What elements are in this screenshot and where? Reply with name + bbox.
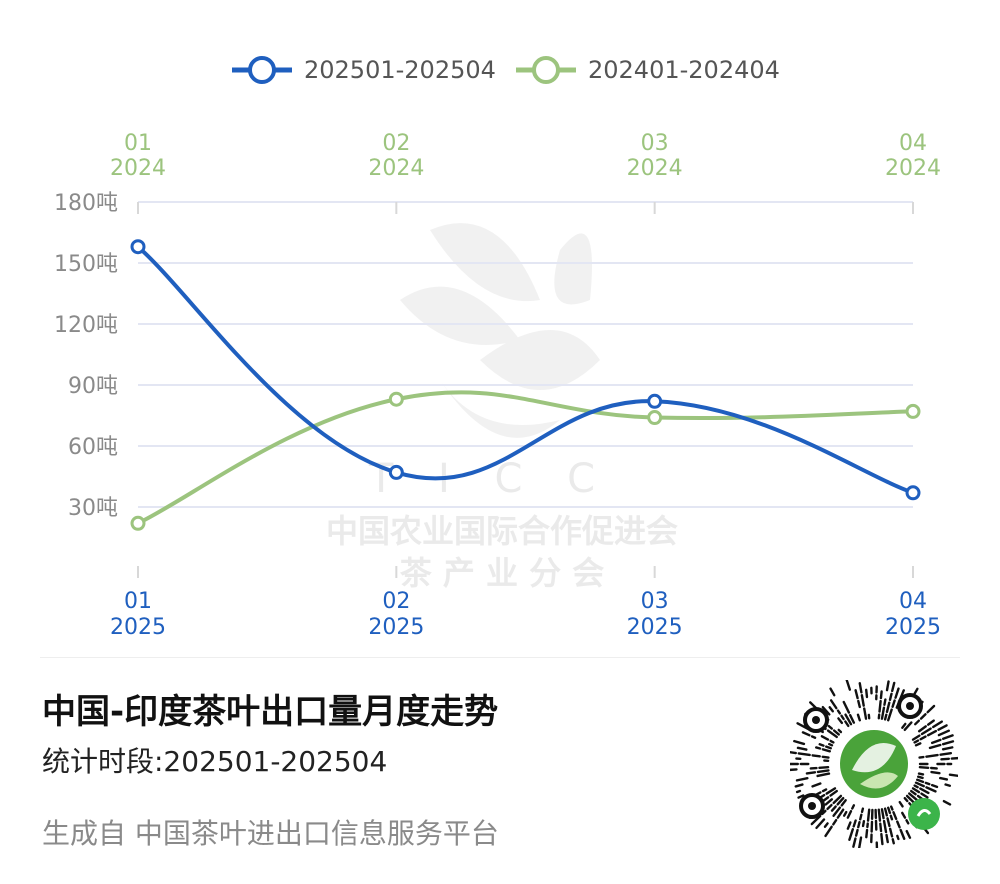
mini-program-qr-code-icon[interactable] — [790, 680, 958, 848]
tea-leaf-logo-icon — [400, 223, 600, 438]
legend: 202501-202504 202401-202404 — [232, 56, 780, 84]
x-bottom-tick-label: 2025 — [627, 615, 683, 640]
y-tick-label: 60吨 — [68, 435, 118, 460]
x-bottom-tick-label: 01 — [124, 589, 152, 614]
watermark-letters: T I C C — [368, 456, 611, 502]
x-top-tick-label: 03 — [641, 131, 669, 156]
x-bottom-tick-label: 2025 — [368, 615, 424, 640]
watermark-line1: 中国农业国际合作促进会 — [326, 512, 678, 550]
x-top-tick-label: 01 — [124, 131, 152, 156]
data-point[interactable] — [130, 515, 146, 531]
line-chart: T I C C 中国农业国际合作促进会 茶 产 业 分 会 202501-202… — [54, 56, 941, 640]
x-top-tick-label: 2024 — [627, 156, 683, 181]
y-tick-label: 90吨 — [68, 374, 118, 399]
x-top-tick-label: 2024 — [368, 156, 424, 181]
data-point[interactable] — [647, 393, 663, 409]
x-bottom-tick-label: 04 — [899, 589, 927, 614]
y-tick-label: 30吨 — [68, 496, 118, 521]
series-points — [130, 239, 921, 531]
series-line-0 — [136, 244, 915, 495]
data-point[interactable] — [388, 391, 404, 407]
tea-leaf-logo-icon — [840, 730, 908, 798]
x-bottom-tick-label: 2025 — [885, 615, 941, 640]
legend-item-2025[interactable]: 202501-202504 — [232, 56, 496, 84]
data-point[interactable] — [647, 410, 663, 426]
x-bottom-tick-label: 02 — [382, 589, 410, 614]
mini-program-badge-icon — [908, 798, 940, 830]
series-lines — [136, 244, 915, 526]
x-top-tick-label: 2024 — [885, 156, 941, 181]
footer-divider — [40, 657, 960, 658]
x-top-tick-label: 2024 — [110, 156, 166, 181]
x-bottom-tick-label: 2025 — [110, 615, 166, 640]
y-tick-label: 120吨 — [54, 313, 118, 338]
y-tick-label: 150吨 — [54, 252, 118, 277]
chart-title: 中国-印度茶叶出口量月度走势 — [42, 692, 499, 732]
legend-marker-2024 — [532, 56, 560, 84]
ticc-watermark: T I C C 中国农业国际合作促进会 茶 产 业 分 会 — [326, 223, 678, 592]
legend-label-2024: 202401-202404 — [588, 56, 780, 84]
data-point[interactable] — [388, 464, 404, 480]
x-bottom-tick-label: 03 — [641, 589, 669, 614]
legend-marker-2025 — [248, 56, 276, 84]
y-tick-label: 180吨 — [54, 191, 118, 216]
legend-item-2024[interactable]: 202401-202404 — [516, 56, 780, 84]
data-point[interactable] — [130, 239, 146, 255]
legend-label-2025: 202501-202504 — [304, 56, 496, 84]
data-point[interactable] — [905, 485, 921, 501]
data-point[interactable] — [905, 403, 921, 419]
x-top-tick-label: 04 — [899, 131, 927, 156]
statistics-period: 统计时段:202501-202504 — [42, 745, 388, 778]
series-line-1 — [136, 390, 915, 526]
source-credit: 生成自 中国茶叶进出口信息服务平台 — [42, 817, 499, 850]
y-axis-ticks: 180吨 150吨 120吨 90吨 60吨 30吨 — [54, 191, 118, 521]
watermark-line2: 茶 产 业 分 会 — [400, 554, 605, 592]
x-top-tick-label: 02 — [382, 131, 410, 156]
